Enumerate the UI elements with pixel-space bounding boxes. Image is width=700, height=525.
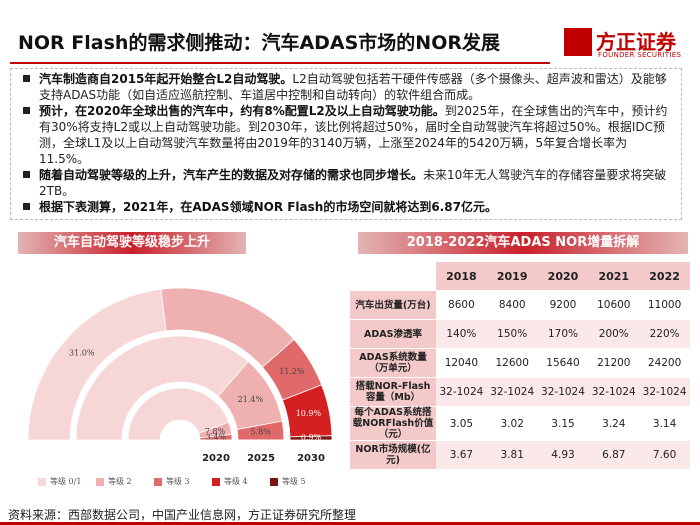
table-cell: 3.02 <box>486 406 538 441</box>
bullet-text: 未来10年无人驾驶汽车的存储容量要求将突破2TB。 <box>39 168 667 198</box>
data-label: 10.9% <box>296 409 322 418</box>
table-cell: 3.14 <box>639 406 690 441</box>
header-cell: 2022 <box>639 262 690 291</box>
table-cell: 3.05 <box>436 406 487 441</box>
footer: 资料来源：西部数据公司，中国产业信息网，方正证券研究所整理 <box>8 508 357 522</box>
table-cell: NOR市场规模(亿元) <box>350 440 436 470</box>
logo-mark <box>564 28 592 56</box>
header-cell <box>350 262 436 291</box>
table-cell: 11000 <box>639 290 690 320</box>
legend-swatch <box>38 478 46 486</box>
data-label: 31.0% <box>69 348 95 357</box>
chart-title: 汽车自动驾驶等级稳步上升 <box>18 232 246 254</box>
table-cell: 200% <box>588 319 640 349</box>
header-cell: 2021 <box>588 262 640 291</box>
chart: 7.8%3.4% 2020 21.4% 5.8% 2025 31.0% 11.2% 10.9%… <box>27 287 333 486</box>
table-title: 2018-2022汽车ADAS NOR增量拆解 <box>358 232 688 254</box>
bullet: 汽车制造商自2015年起开始整合L2自动驾驶。L2自动驾驶包括若干硬件传感器（多… <box>17 71 677 103</box>
table-row: 汽车出货量(万台) 8600 8400 9200 10600 11000 <box>350 290 690 320</box>
table-row: ADAS系统数量（万单元） 12040 12600 15640 21200 24200 <box>350 348 690 378</box>
bullet-bold: 预计，在2020年全球出售的汽车中，约有8%配置L2及以上自动驾驶功能。 <box>39 104 445 118</box>
x-tick-label: 2020 <box>202 453 230 464</box>
data-label: 0.9% <box>301 433 322 442</box>
ring-segment <box>127 387 230 441</box>
table-cell: 140% <box>436 319 487 349</box>
table-cell: 32-1024 <box>537 377 589 407</box>
header-cell: 2019 <box>486 262 538 291</box>
table-cell: 8600 <box>436 290 487 320</box>
title-rule <box>10 62 550 64</box>
bullet-list: 汽车制造商自2015年起开始整合L2自动驾驶。L2自动驾驶包括若干硬件传感器（多… <box>10 68 682 220</box>
bullet-text: L2自动驾驶包括若干硬件传感器（多个摄像头、超声波和雷达）及能够支持ADAS功能… <box>39 72 667 102</box>
legend-label: 等级 5 <box>282 476 306 486</box>
bullet-bold: 根据下表测算，2021年，在ADAS领域NOR Flash的市场空间就将达到6.… <box>39 200 497 214</box>
legend-swatch <box>154 478 162 486</box>
table-cell: 8400 <box>486 290 538 320</box>
legend-swatch <box>212 478 220 486</box>
data-label: 7.8% <box>205 427 226 436</box>
legend-swatch <box>96 478 104 486</box>
data-label: 11.2% <box>279 367 305 376</box>
table-row: ADAS渗透率 140% 150% 170% 200% 220% <box>350 319 690 349</box>
table-cell: 9200 <box>537 290 589 320</box>
bullet: 根据下表测算，2021年，在ADAS领域NOR Flash的市场空间就将达到6.… <box>17 199 677 215</box>
legend-swatch <box>270 478 278 486</box>
table-cell: 3.81 <box>486 440 538 470</box>
table-cell: 150% <box>486 319 538 349</box>
table-cell: 3.15 <box>537 406 589 441</box>
table-cell: 6.87 <box>588 440 640 470</box>
legend-label: 等级 0/1 <box>50 476 81 486</box>
footer-band <box>0 522 700 525</box>
table-row: 搭载NOR-Flash容量（Mb） 32-1024 32-1024 32-1024 32… <box>350 377 690 407</box>
table-cell: 21200 <box>588 348 640 378</box>
table-cell: 32-1024 <box>486 377 538 407</box>
bullet-bold: 随着自动驾驶等级的上升，汽车产生的数据及对存储的需求也同步增长。 <box>39 168 424 182</box>
header-cell: 2020 <box>537 262 589 291</box>
table-cell: ADAS系统数量（万单元） <box>350 348 436 378</box>
table-cell: 32-1024 <box>639 377 690 407</box>
data-label: 5.8% <box>251 428 272 437</box>
table-cell: 3.24 <box>588 406 640 441</box>
table-cell: 220% <box>639 319 690 349</box>
table-row: NOR市场规模(亿元) 3.67 3.81 4.93 6.87 7.60 <box>350 440 690 470</box>
header-cell: 2018 <box>436 262 487 291</box>
table-cell: 170% <box>537 319 589 349</box>
ring-segment <box>75 335 249 441</box>
table-cell: 24200 <box>639 348 690 378</box>
bullet-bold: 汽车制造商自2015年起开始整合L2自动驾驶。 <box>39 72 293 86</box>
slide-title: NOR Flash的需求侧推动：汽车ADAS市场的NOR发展 <box>18 32 500 54</box>
bullet: 预计，在2020年全球出售的汽车中，约有8%配置L2及以上自动驾驶功能。到202… <box>17 103 677 167</box>
table-cell: 32-1024 <box>588 377 640 407</box>
table-header: 2018 2019 2020 2021 2022 <box>350 262 690 291</box>
x-tick-label: 2025 <box>247 453 275 464</box>
ring-segment <box>289 435 333 441</box>
table-cell: 3.67 <box>436 440 487 470</box>
data-label: 3.4% <box>206 433 227 442</box>
table-cell: 4.93 <box>537 440 589 470</box>
table-cell: 7.60 <box>639 440 690 470</box>
legend-label: 等级 3 <box>166 476 190 486</box>
table-cell: 汽车出货量(万台) <box>350 290 436 320</box>
table-cell: 搭载NOR-Flash容量（Mb） <box>350 377 436 407</box>
bullet-text: 到2025年，在全球售出的汽车中，预计约有30%将支持L2或以上自动驾驶功能。到… <box>39 104 668 166</box>
x-tick-label: 2030 <box>297 453 325 464</box>
bullet: 随着自动驾驶等级的上升，汽车产生的数据及对存储的需求也同步增长。未来10年无人驾… <box>17 167 677 199</box>
legend-label: 等级 4 <box>224 476 248 486</box>
table-cell: ADAS渗透率 <box>350 319 436 349</box>
table-cell: 12600 <box>486 348 538 378</box>
logo-en: FOUNDER SECURITIES <box>598 51 682 59</box>
table-cell: 12040 <box>436 348 487 378</box>
table-cell: 每个ADAS系统搭载NORFlash价值（元） <box>350 406 436 441</box>
table-cell: 15640 <box>537 348 589 378</box>
logo: 方正证券 FOUNDER SECURITIES <box>560 26 690 62</box>
table: 2018 2019 2020 2021 2022 汽车出货量(万台) 8600 8400 920… <box>350 262 690 470</box>
data-label: 21.4% <box>238 395 264 404</box>
table-row: 每个ADAS系统搭载NORFlash价值（元） 3.05 3.02 3.15 3.24 3… <box>350 406 690 441</box>
table-cell: 10600 <box>588 290 640 320</box>
legend-label: 等级 2 <box>108 476 132 486</box>
logo-text: 方正证券 <box>596 30 676 54</box>
table-cell: 32-1024 <box>436 377 487 407</box>
